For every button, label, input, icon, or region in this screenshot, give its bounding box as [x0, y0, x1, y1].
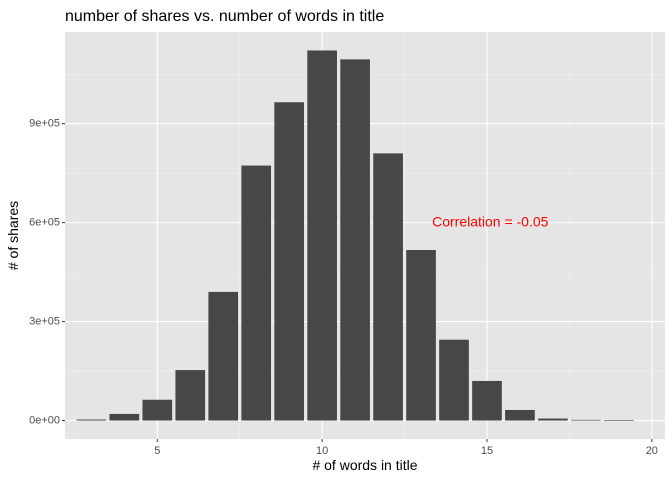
- bars: [76, 50, 634, 421]
- correlation-annotation: Correlation = -0.05: [432, 213, 549, 229]
- bar: [373, 153, 403, 421]
- bar: [76, 419, 107, 421]
- bar: [142, 399, 173, 421]
- bar: [604, 420, 634, 421]
- x-tick-label: 20: [646, 445, 658, 457]
- x-axis-title: # of words in title: [312, 457, 417, 473]
- y-tick-label: 6e+05: [29, 217, 60, 229]
- bar: [175, 370, 206, 421]
- bar: [505, 409, 535, 421]
- bar: [241, 165, 272, 421]
- bar: [406, 250, 436, 421]
- bar: [208, 291, 239, 421]
- y-axis-ticks: 0e+00 3e+05 6e+05 9e+05: [29, 118, 65, 426]
- y-axis-title: # of shares: [5, 201, 21, 270]
- x-tick-label: 10: [316, 445, 328, 457]
- bar: [109, 413, 140, 421]
- bar: [340, 59, 370, 421]
- y-tick-label: 0e+00: [29, 414, 60, 426]
- chart-title: number of shares vs. number of words in …: [65, 8, 384, 25]
- x-tick-label: 5: [154, 445, 160, 457]
- x-axis-ticks: 5 10 15 20: [154, 439, 658, 457]
- bar: [307, 50, 337, 421]
- bar: [439, 339, 469, 421]
- y-tick-label: 3e+05: [29, 315, 60, 327]
- bar: [538, 418, 568, 421]
- x-tick-label: 15: [481, 445, 493, 457]
- y-tick-label: 9e+05: [29, 118, 60, 130]
- bar: [571, 419, 601, 421]
- bar: [472, 380, 502, 421]
- bar: [274, 102, 305, 421]
